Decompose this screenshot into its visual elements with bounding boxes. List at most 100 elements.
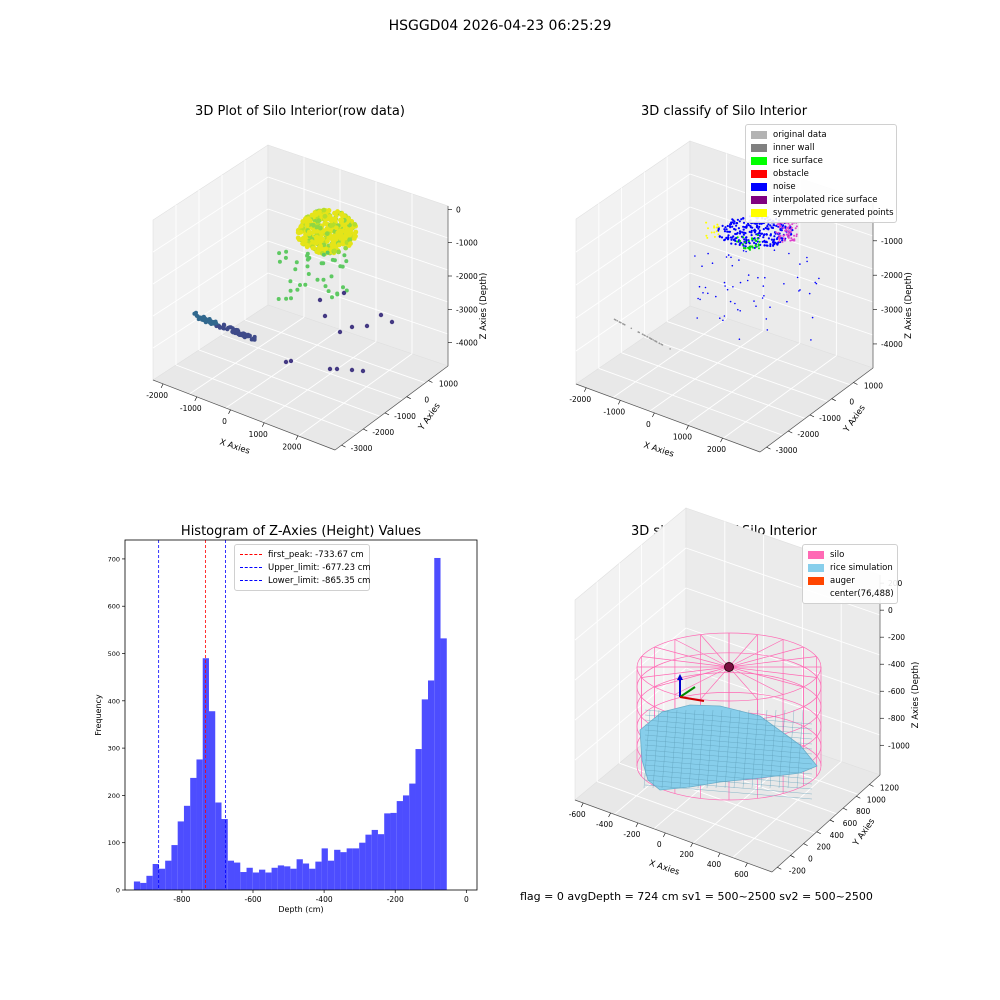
p2-point bbox=[779, 224, 782, 227]
p2-point bbox=[715, 226, 718, 229]
p1-point bbox=[305, 251, 310, 256]
p2-point bbox=[717, 233, 720, 236]
legend-entry: obstacle bbox=[751, 167, 891, 180]
p2-point bbox=[763, 244, 766, 247]
p4-x-tick-mark bbox=[635, 822, 639, 828]
p2-point bbox=[808, 292, 811, 295]
p1-z-tick-label: -2000 bbox=[456, 272, 478, 281]
p4-x-tick-mark bbox=[580, 802, 584, 808]
legend-swatch bbox=[808, 563, 824, 572]
p4-y-tick-mark bbox=[790, 855, 795, 858]
p2-point bbox=[713, 225, 716, 228]
histogram-bar bbox=[140, 882, 147, 890]
p1-z-tick-label: -4000 bbox=[456, 339, 478, 348]
legend-line bbox=[240, 567, 262, 568]
rice-mesh-line bbox=[644, 749, 813, 765]
p2-point bbox=[725, 236, 728, 239]
p2-point bbox=[755, 305, 757, 308]
p2-point bbox=[707, 227, 709, 230]
rice-mesh-line bbox=[644, 754, 813, 770]
p1-point bbox=[284, 296, 289, 301]
p1-point bbox=[325, 250, 330, 255]
p4-z-tick-label: -400 bbox=[888, 660, 905, 669]
p2-point bbox=[731, 221, 734, 224]
p2-point bbox=[717, 225, 720, 228]
silo-roof-line bbox=[728, 666, 817, 678]
legend-swatch bbox=[751, 182, 767, 191]
p2-point bbox=[715, 230, 718, 233]
p2-point bbox=[757, 244, 760, 247]
p2-y-tick-label: -1000 bbox=[819, 414, 841, 423]
p1-point bbox=[389, 319, 395, 325]
p2-point bbox=[736, 236, 739, 239]
histogram-bar bbox=[334, 849, 341, 890]
histogram-bar bbox=[327, 860, 335, 890]
p1-point bbox=[311, 213, 317, 219]
histogram-bar bbox=[415, 749, 422, 890]
p2-point bbox=[745, 239, 748, 243]
p2-point bbox=[713, 235, 716, 238]
rice-mesh-line bbox=[742, 709, 750, 789]
p2-point bbox=[727, 254, 730, 256]
p1-point bbox=[317, 209, 322, 215]
p4-y-tick-label: 400 bbox=[830, 831, 845, 840]
p2-point bbox=[787, 233, 789, 236]
p1-point bbox=[225, 327, 230, 332]
p2-point bbox=[764, 276, 766, 279]
p2-point bbox=[767, 228, 770, 231]
p2-point bbox=[761, 297, 764, 299]
p2-point bbox=[786, 230, 789, 233]
p4-x-tick-label: 200 bbox=[679, 850, 694, 859]
p2-point bbox=[758, 229, 762, 232]
rice-mesh-line bbox=[733, 709, 741, 789]
p2-point bbox=[747, 246, 750, 249]
p1-point bbox=[346, 217, 352, 223]
p1-point bbox=[336, 249, 341, 255]
p2-point bbox=[769, 234, 772, 237]
p4-x-tick-mark bbox=[717, 852, 721, 858]
p4-x-axis-line bbox=[574, 799, 773, 873]
p2-point bbox=[658, 342, 660, 344]
p2-point bbox=[770, 238, 774, 241]
p4-y-tick-label: 800 bbox=[856, 807, 871, 816]
p2-point bbox=[750, 229, 753, 232]
rice-mesh-line bbox=[715, 709, 723, 789]
p3-frame bbox=[124, 539, 478, 891]
p2-point bbox=[739, 240, 742, 242]
p2-point bbox=[758, 247, 760, 250]
p4-x-tick-label: 400 bbox=[707, 860, 722, 869]
p2-point bbox=[734, 237, 737, 240]
histogram-bar bbox=[384, 813, 391, 890]
p1-point bbox=[315, 277, 320, 282]
p2-point bbox=[742, 221, 746, 224]
rice-mesh-line bbox=[769, 709, 777, 789]
p2-point bbox=[773, 249, 776, 251]
p2-point bbox=[775, 231, 778, 234]
p1-point bbox=[349, 324, 355, 330]
p2-point bbox=[735, 222, 738, 225]
p2-point bbox=[795, 235, 798, 238]
legend-swatch bbox=[808, 550, 824, 559]
legend-swatch bbox=[808, 576, 824, 585]
rice-mesh-line bbox=[644, 764, 813, 780]
p2-point bbox=[744, 241, 747, 244]
p2-point bbox=[630, 327, 633, 330]
p2-x-tick-mark bbox=[618, 400, 621, 405]
p2-point bbox=[767, 223, 770, 226]
silo-roof-line bbox=[728, 666, 784, 695]
p2-point bbox=[745, 250, 747, 253]
p2-point bbox=[733, 227, 736, 231]
p3-y-tick-label: 200 bbox=[108, 792, 120, 800]
histogram-bar bbox=[152, 863, 159, 890]
p2-point bbox=[722, 319, 724, 322]
p2-x-tick-label: -1000 bbox=[603, 407, 625, 416]
p2-point bbox=[755, 233, 758, 236]
histogram-bar bbox=[240, 872, 247, 890]
p3-y-tick-label: 100 bbox=[108, 839, 120, 847]
silo-roof-line bbox=[641, 666, 730, 678]
p2-point bbox=[763, 295, 765, 297]
p4-y-tick-mark bbox=[777, 866, 782, 870]
histogram-bar bbox=[340, 852, 347, 890]
p3-y-tick-label: 700 bbox=[108, 555, 120, 563]
p2-point bbox=[769, 243, 772, 246]
